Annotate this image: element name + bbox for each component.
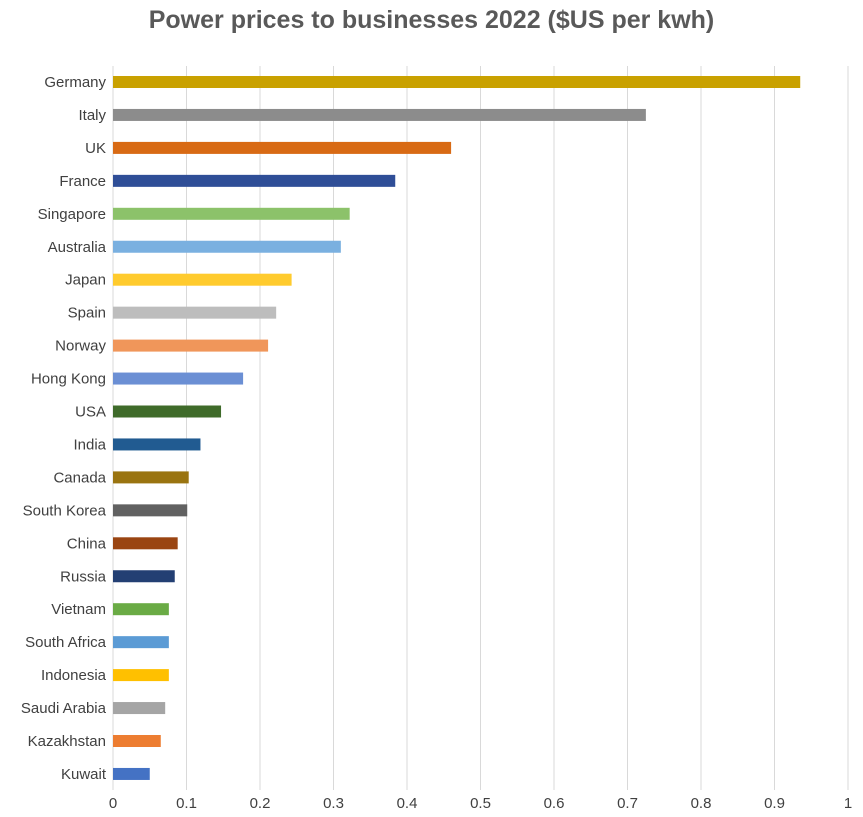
bar-spain xyxy=(113,306,277,319)
bar-japan xyxy=(113,273,292,286)
bar-south-africa xyxy=(113,636,169,649)
x-tick-label: 0.9 xyxy=(764,795,785,812)
bar-hong-kong xyxy=(113,372,244,385)
x-tick-label: 0.5 xyxy=(470,795,491,812)
category-label: Norway xyxy=(55,338,106,355)
category-label: Japan xyxy=(65,272,106,289)
category-label: China xyxy=(67,535,107,552)
category-label: Kuwait xyxy=(61,766,107,783)
x-tick-label: 0.2 xyxy=(250,795,271,812)
category-label: Saudi Arabia xyxy=(21,700,107,717)
bar-kazakhstan xyxy=(113,735,161,747)
category-label: Vietnam xyxy=(51,601,106,618)
category-label: USA xyxy=(75,404,106,421)
bar-kuwait xyxy=(113,767,150,780)
x-tick-label: 0.1 xyxy=(176,795,197,812)
bar-germany xyxy=(113,76,801,88)
x-tick-label: 0.8 xyxy=(691,795,712,812)
category-label: Hong Kong xyxy=(31,371,106,388)
bar-france xyxy=(113,174,396,187)
bar-canada xyxy=(113,471,189,484)
category-label: Italy xyxy=(78,107,106,124)
x-tick-label: 0.3 xyxy=(323,795,344,812)
bars xyxy=(113,76,801,780)
bar-usa xyxy=(113,405,222,418)
x-axis-tick-labels: 0 0.1 0.2 0.3 0.4 0.5 0.6 0.7 0.8 0.9 1 xyxy=(109,795,852,812)
category-label: France xyxy=(59,173,106,190)
bar-vietnam xyxy=(113,603,169,616)
bar-saudi-arabia xyxy=(113,702,166,715)
bar-norway xyxy=(113,339,269,352)
category-label: South Africa xyxy=(25,634,107,651)
x-tick-label: 0.7 xyxy=(617,795,638,812)
category-label: Canada xyxy=(53,469,106,486)
category-label: Kazakhstan xyxy=(28,733,106,750)
gridlines xyxy=(112,66,849,790)
category-label: South Korea xyxy=(23,502,107,519)
category-label: Germany xyxy=(44,74,106,91)
x-tick-label: 0 xyxy=(109,795,117,812)
x-tick-label: 1 xyxy=(844,795,852,812)
bar-south-korea xyxy=(113,504,188,517)
category-label: Spain xyxy=(68,305,106,322)
category-label: Indonesia xyxy=(41,667,107,684)
bar-china xyxy=(113,537,178,550)
category-label: Singapore xyxy=(38,206,106,223)
x-tick-label: 0.4 xyxy=(397,795,418,812)
category-label: Australia xyxy=(48,239,107,256)
category-label: Russia xyxy=(60,568,107,585)
bar-australia xyxy=(113,240,341,253)
bar-india xyxy=(113,438,201,451)
bar-uk xyxy=(113,141,452,154)
category-labels: Germany Italy UK France Singapore Australia Ja… xyxy=(21,74,107,783)
category-label: India xyxy=(73,436,106,453)
bar-russia xyxy=(113,570,175,583)
bar-indonesia xyxy=(113,669,169,682)
chart-title: Power prices to businesses 2022 ($US per… xyxy=(148,6,715,34)
category-label: UK xyxy=(85,140,106,157)
x-tick-label: 0.6 xyxy=(544,795,565,812)
bar-italy xyxy=(113,108,646,121)
bar-singapore xyxy=(113,207,350,220)
